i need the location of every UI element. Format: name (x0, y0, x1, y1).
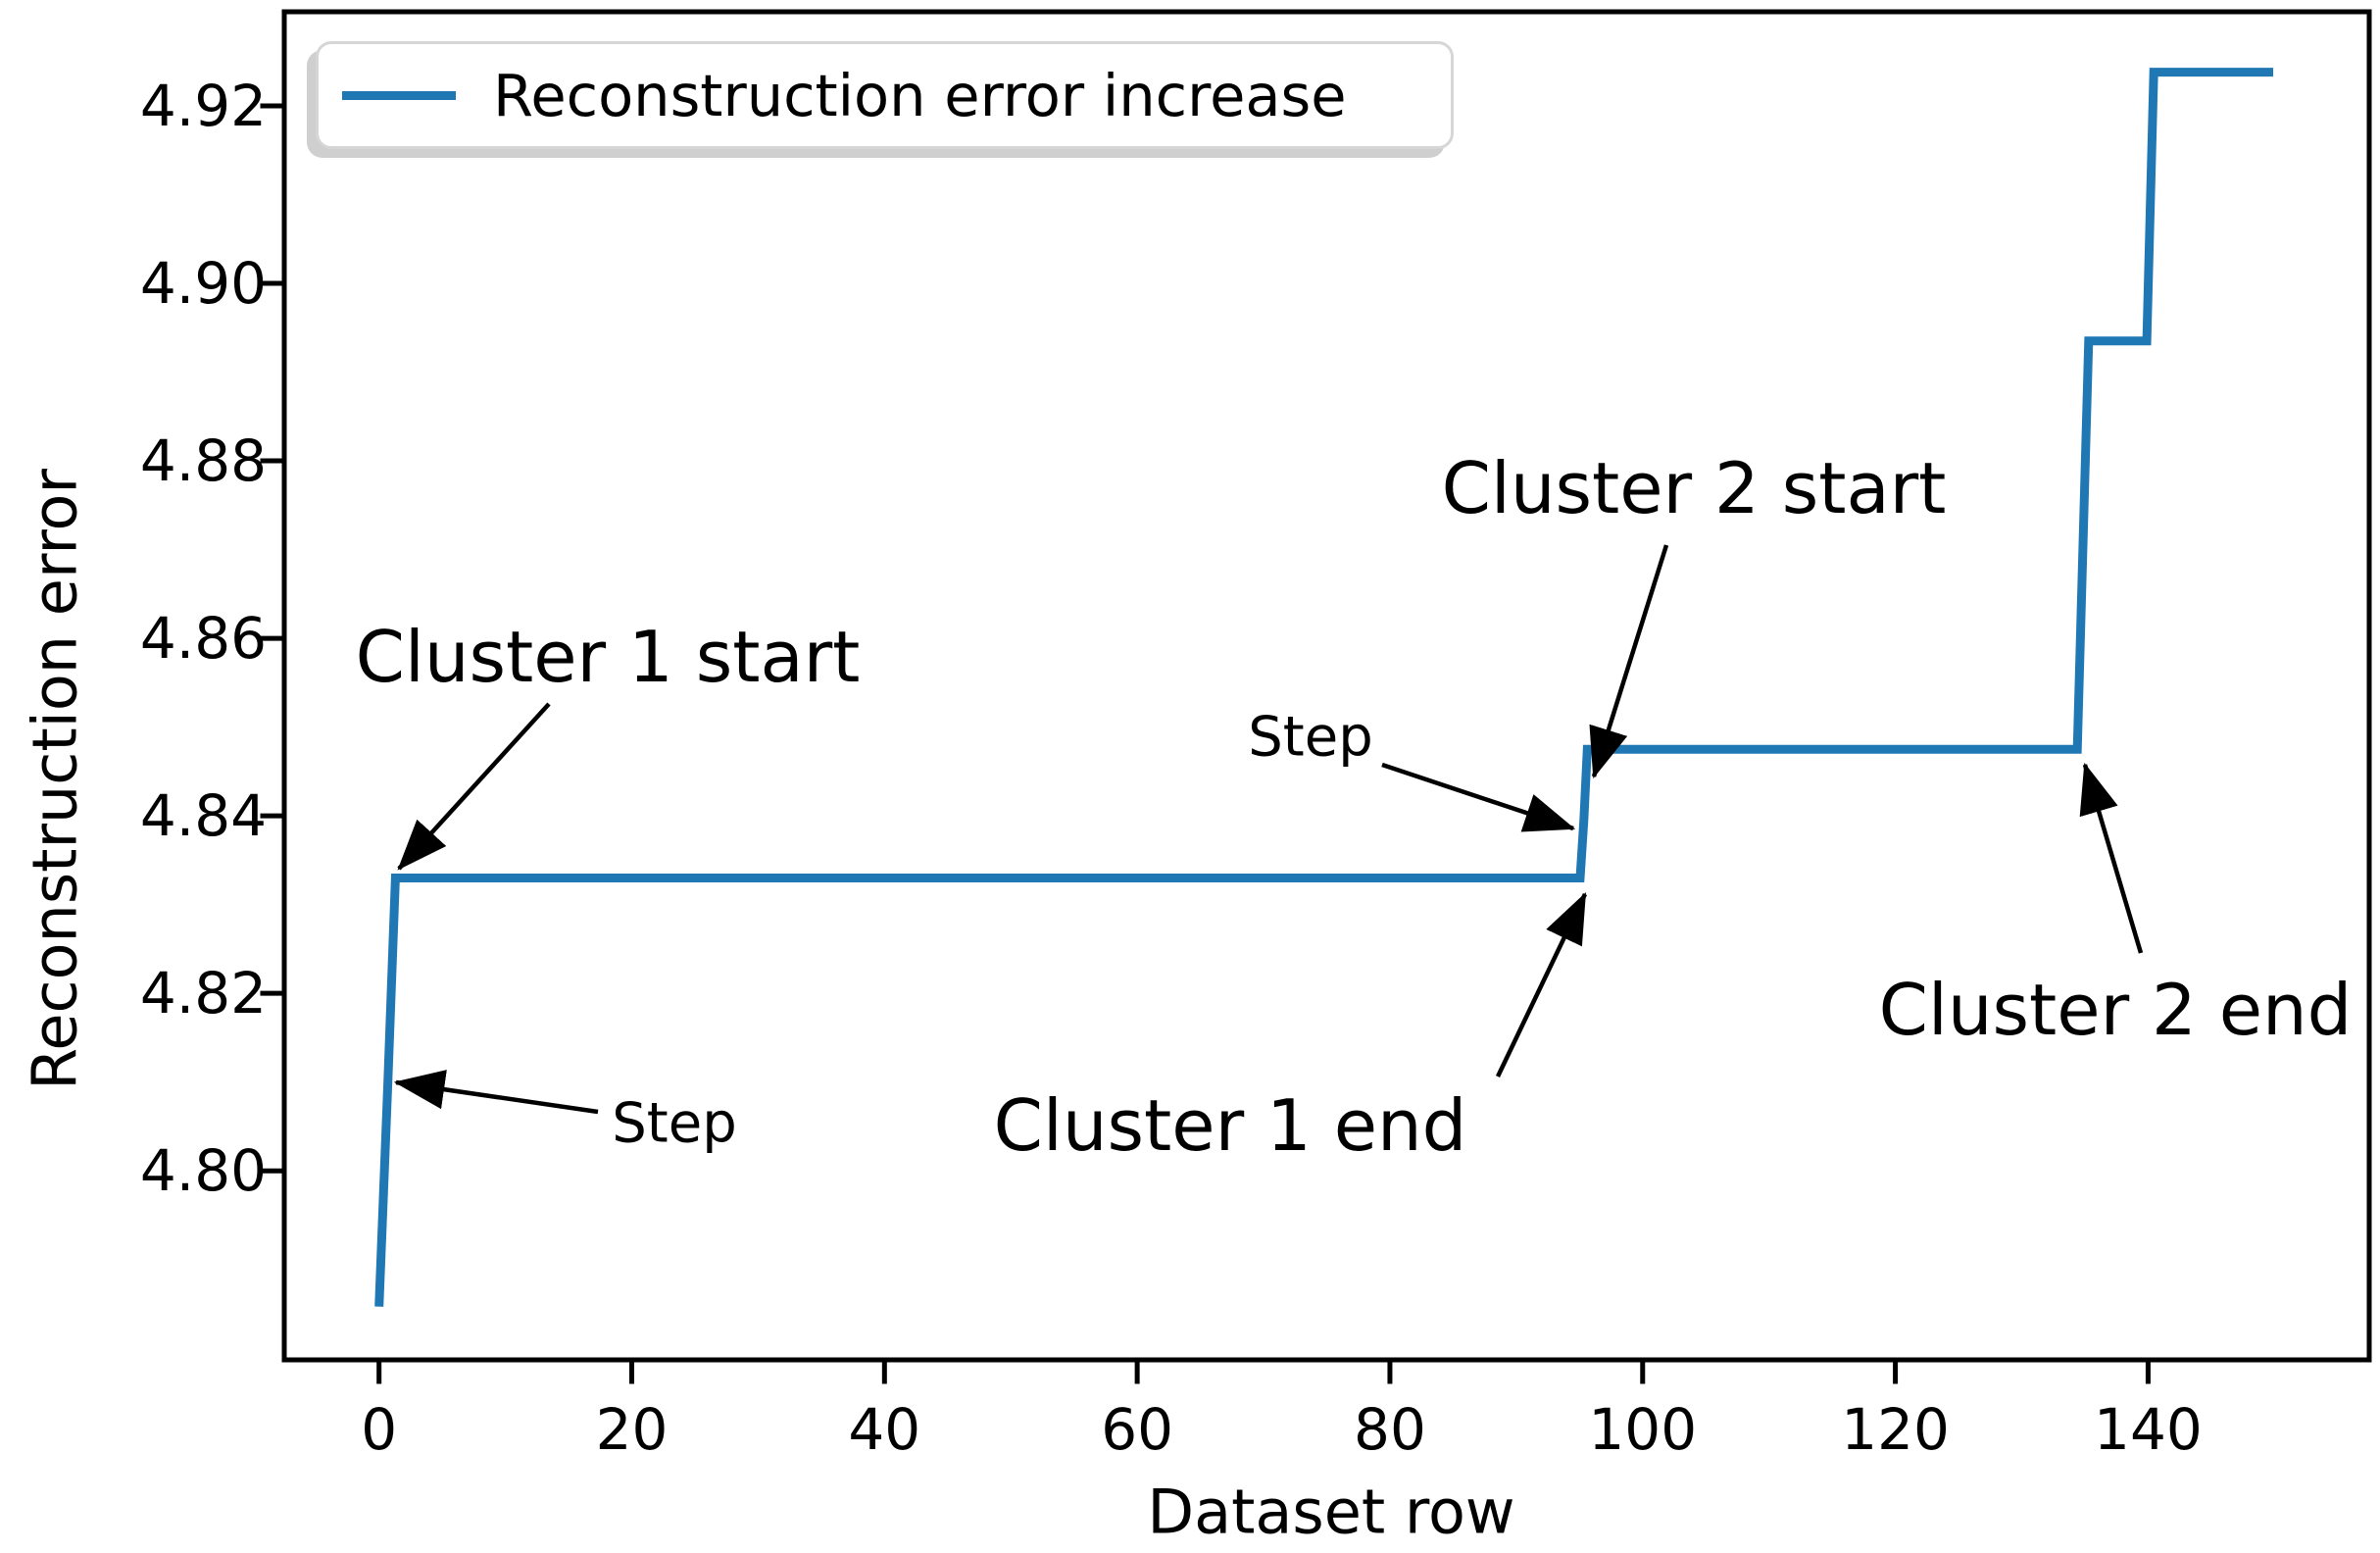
legend-line-sample (342, 90, 456, 100)
legend-label: Reconstruction error increase (493, 61, 1347, 129)
annotation-arrow-step (1381, 762, 1576, 832)
y-tick-label: 4.82 (139, 960, 267, 1027)
y-tick-label: 4.84 (139, 782, 267, 850)
data-line (374, 68, 2273, 1307)
legend[interactable]: Reconstruction error increase (316, 41, 1454, 149)
tick-marks (260, 103, 2151, 1384)
x-tick-label: 100 (1588, 1396, 1698, 1463)
annotation-cluster-2-end: Cluster 2 end (1878, 969, 2353, 1051)
x-axis-title: Dataset row (1147, 1476, 1515, 1548)
annotation-step: Step (612, 1091, 737, 1156)
y-axis-title: Reconstruction error (19, 469, 91, 1090)
y-tick-label: 4.86 (139, 605, 267, 673)
x-tick-label: 60 (1101, 1396, 1174, 1463)
x-tick-label: 80 (1354, 1396, 1426, 1463)
y-tick-label: 4.80 (139, 1137, 267, 1205)
x-tick-label: 140 (2094, 1396, 2203, 1463)
y-tick-label: 4.92 (139, 72, 267, 139)
x-tick-label: 0 (361, 1396, 398, 1463)
y-tick-label: 4.90 (139, 249, 267, 317)
y-tick-label: 4.88 (139, 427, 267, 495)
axes-spines (281, 9, 2372, 1363)
annotation-step: Step (1248, 705, 1373, 770)
annotation-arrow-cluster-1-end (1495, 891, 1588, 1077)
axes-frame (281, 9, 2372, 1363)
x-tick-label: 20 (595, 1396, 669, 1463)
x-tick-label: 120 (1841, 1396, 1950, 1463)
annotation-arrow-cluster-2-end (2079, 762, 2144, 954)
annotation-arrow-cluster-2-start (1589, 544, 1669, 779)
annotation-arrow-step (393, 1070, 599, 1115)
annotation-cluster-2-start: Cluster 2 start (1441, 447, 1947, 529)
annotation-cluster-1-start: Cluster 1 start (355, 616, 861, 698)
series-line (374, 68, 2273, 1307)
annotation-arrows (393, 544, 2144, 1115)
annotation-arrow-cluster-1-start (397, 702, 551, 871)
annotation-cluster-1-end: Cluster 1 end (993, 1084, 1467, 1167)
x-tick-label: 40 (848, 1396, 921, 1463)
